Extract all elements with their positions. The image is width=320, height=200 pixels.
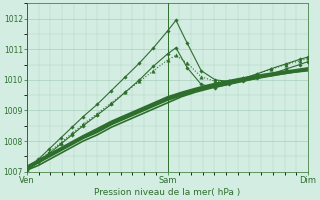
X-axis label: Pression niveau de la mer( hPa ): Pression niveau de la mer( hPa )	[94, 188, 241, 197]
